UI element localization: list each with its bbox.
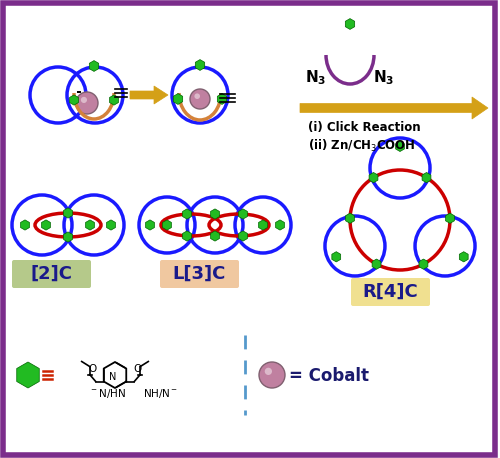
Text: R[4]C: R[4]C (362, 283, 418, 301)
Text: L[3]C: L[3]C (172, 265, 226, 283)
FancyBboxPatch shape (3, 3, 495, 455)
FancyBboxPatch shape (12, 260, 91, 288)
Text: $\mathbf{N_3}$: $\mathbf{N_3}$ (374, 69, 394, 87)
Text: (ii) Zn/CH$_3$COOH: (ii) Zn/CH$_3$COOH (308, 138, 416, 154)
Circle shape (264, 368, 272, 375)
Text: $\mathbf{N_3}$: $\mathbf{N_3}$ (306, 69, 326, 87)
Circle shape (259, 362, 285, 388)
FancyBboxPatch shape (160, 260, 239, 288)
Text: N: N (110, 372, 116, 382)
Polygon shape (130, 86, 168, 104)
Text: O: O (133, 365, 141, 375)
Polygon shape (300, 97, 488, 119)
FancyBboxPatch shape (351, 278, 430, 306)
Text: [2]C: [2]C (30, 265, 72, 283)
Circle shape (194, 93, 200, 99)
Circle shape (76, 92, 98, 114)
Circle shape (81, 97, 87, 103)
Text: $^-$N/HN: $^-$N/HN (89, 387, 126, 400)
Circle shape (190, 89, 210, 109)
Text: = Cobalt: = Cobalt (289, 367, 369, 385)
Text: NH/N$^-$: NH/N$^-$ (143, 387, 178, 400)
Text: O: O (88, 365, 97, 375)
Text: (i) Click Reaction: (i) Click Reaction (308, 121, 420, 135)
